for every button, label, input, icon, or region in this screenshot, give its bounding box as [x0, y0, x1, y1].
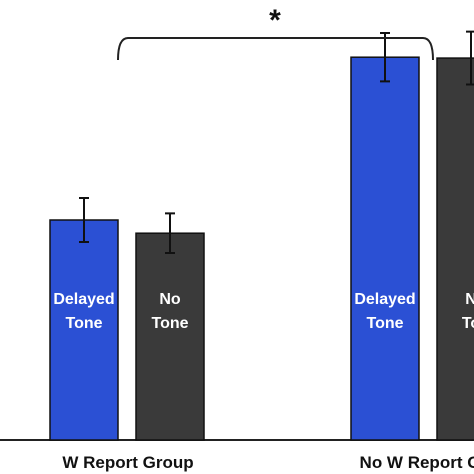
bar-label-1-0-1: Tone: [366, 315, 403, 332]
bar-label-1-1-0: N: [465, 291, 474, 308]
error-bar-1-0: [380, 32, 390, 83]
group-label-0: W Report Group: [62, 453, 193, 472]
bar-label-0-0-0: Delayed: [53, 291, 114, 308]
significance-bracket: [117, 37, 434, 61]
error-bar-0-1: [165, 212, 175, 254]
bar-label-0-1-1: Tone: [151, 315, 188, 332]
bar-label-1-1-1: To: [462, 315, 474, 332]
bar-1-0: [350, 56, 420, 441]
bars-layer: [49, 30, 474, 441]
group-label-1: No W Report G: [360, 453, 474, 472]
labels-layer: Delayed Tone No Tone W Report Group Delayed To…: [53, 291, 474, 472]
error-bar-1-1: [466, 30, 474, 86]
bar-label-0-0-1: Tone: [65, 315, 102, 332]
bar-label-1-0-0: Delayed: [354, 291, 415, 308]
significance-star: *: [269, 4, 281, 37]
error-bar-0-0: [79, 197, 89, 243]
bar-1-1: [436, 57, 474, 441]
bar-0-0: [49, 219, 119, 441]
bar-0-1: [135, 232, 205, 441]
bar-label-0-1-0: No: [159, 291, 181, 308]
